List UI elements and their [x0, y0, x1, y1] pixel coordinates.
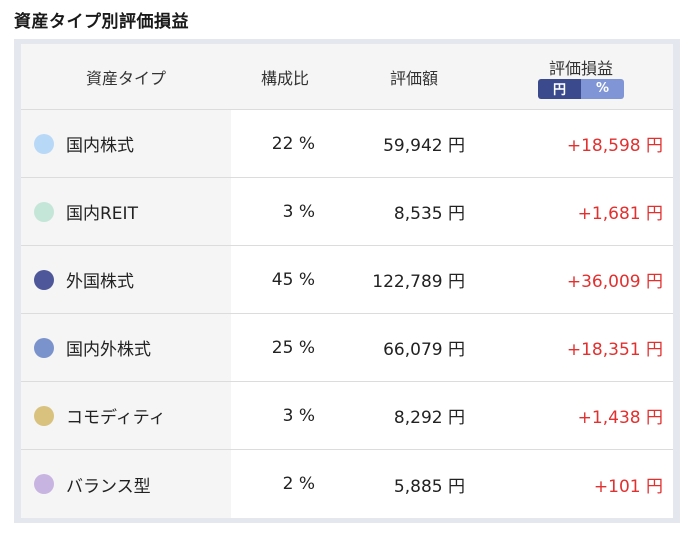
- row-data-cell: [231, 450, 673, 518]
- row-label-cell: [21, 110, 231, 177]
- asset-type-name: 外国株式: [66, 272, 134, 292]
- valuation-amount: 8,292 円: [393, 408, 465, 428]
- row-data-cell: [231, 382, 673, 449]
- ratio-value: 22 %: [271, 133, 315, 154]
- asset-type-name: 国内外株式: [66, 340, 151, 360]
- ratio-value: 3 %: [282, 201, 315, 222]
- row-data-cell: [231, 178, 673, 245]
- profit-loss-amount: +18,598 円: [566, 136, 663, 156]
- row-label-cell: [21, 246, 231, 313]
- legend-dot: [34, 474, 54, 494]
- valuation-amount: 8,535 円: [393, 204, 465, 224]
- header-profit-label: 評価損益: [548, 58, 613, 78]
- table-body: 資産タイプ 構成比 評価額 評価損益 円 % 国内株式 22 % 59,942 円 +…: [21, 44, 673, 518]
- legend-dot: [34, 269, 54, 290]
- profit-loss-amount: +18,351 円: [566, 340, 663, 360]
- row-label-cell: [21, 382, 231, 449]
- valuation-amount: 66,079 円: [383, 340, 465, 360]
- valuation-amount: 5,885 円: [393, 476, 465, 497]
- table-row: 国内外株式 25 % 66,079 円 +18,351 円: [21, 314, 673, 382]
- profit-loss-amount: +36,009 円: [566, 272, 663, 292]
- table-row: バランス型 2 % 5,885 円 +101 円: [21, 450, 673, 518]
- ratio-value: 25 %: [271, 337, 315, 358]
- asset-type-name: コモディティ: [66, 408, 166, 428]
- row-data-cell: [231, 246, 673, 313]
- valuation-amount: 122,789 円: [372, 272, 465, 292]
- table-row: コモディティ 3 % 8,292 円 +1,438 円: [21, 382, 673, 450]
- table-row: 国内株式 22 % 59,942 円 +18,598 円: [21, 110, 673, 178]
- ratio-value: 2 %: [282, 474, 315, 494]
- asset-type-name: 国内株式: [66, 136, 134, 156]
- legend-dot: [34, 405, 54, 426]
- table-header: 資産タイプ 構成比 評価額 評価損益 円 %: [21, 44, 673, 110]
- header-asset-type: 資産タイプ: [85, 69, 166, 88]
- toggle-percent-button[interactable]: %: [581, 78, 624, 99]
- header-value: 評価額: [389, 69, 438, 88]
- row-label-cell: [21, 314, 231, 381]
- row-label-cell: [21, 178, 231, 245]
- header-ratio: 構成比: [260, 69, 309, 88]
- header-profit: 評価損益 円 %: [489, 44, 673, 110]
- legend-dot: [34, 201, 54, 222]
- asset-type-table: 資産タイプ 構成比 評価額 評価損益 円 % 国内株式 22 % 59,942 円 +…: [14, 39, 680, 523]
- row-label-cell: [21, 450, 231, 518]
- table-row: 外国株式 45 % 122,789 円 +36,009 円: [21, 246, 673, 314]
- legend-dot: [34, 337, 54, 358]
- table-row: 国内REIT 3 % 8,535 円 +1,681 円: [21, 178, 673, 246]
- valuation-amount: 59,942 円: [383, 136, 465, 156]
- profit-loss-amount: +1,681 円: [577, 204, 663, 224]
- toggle-yen-button[interactable]: 円: [538, 78, 581, 99]
- ratio-value: 3 %: [282, 405, 315, 426]
- row-data-cell: [231, 110, 673, 177]
- row-data-cell: [231, 314, 673, 381]
- unit-toggle: 円 %: [538, 78, 624, 99]
- asset-type-name: バランス型: [66, 476, 151, 497]
- page-title: 資産タイプ別評価損益: [14, 12, 189, 32]
- profit-loss-amount: +1,438 円: [577, 408, 663, 428]
- profit-loss-amount: +101 円: [593, 476, 663, 497]
- asset-type-name: 国内REIT: [66, 204, 138, 224]
- ratio-value: 45 %: [271, 269, 315, 290]
- legend-dot: [34, 133, 54, 154]
